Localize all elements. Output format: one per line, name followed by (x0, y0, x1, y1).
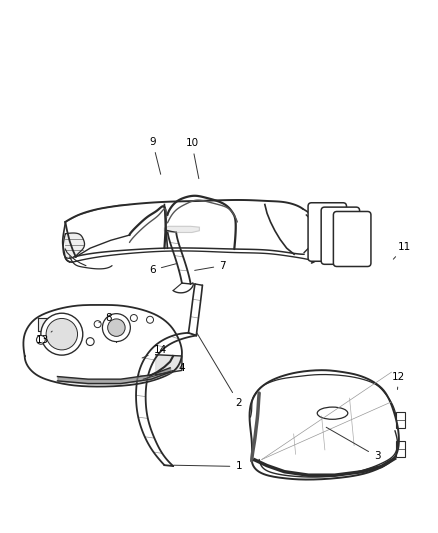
Text: 9: 9 (149, 137, 161, 174)
Circle shape (36, 335, 45, 344)
Circle shape (102, 313, 131, 342)
Text: 7: 7 (194, 261, 226, 271)
Bar (396, 413, 406, 428)
Polygon shape (38, 318, 60, 331)
Bar (396, 441, 406, 457)
Text: 4: 4 (143, 363, 185, 379)
Text: 14: 14 (142, 345, 167, 358)
Text: 11: 11 (393, 242, 411, 259)
Circle shape (46, 318, 78, 350)
Circle shape (94, 321, 101, 328)
Text: 2: 2 (196, 332, 242, 408)
Polygon shape (155, 354, 182, 375)
Ellipse shape (317, 407, 348, 419)
Circle shape (86, 338, 94, 345)
FancyBboxPatch shape (321, 207, 360, 264)
Circle shape (41, 313, 83, 355)
FancyBboxPatch shape (333, 212, 371, 266)
Text: 1: 1 (174, 462, 242, 472)
Text: 12: 12 (392, 372, 406, 390)
Circle shape (147, 316, 153, 323)
Text: 10: 10 (185, 139, 199, 179)
FancyBboxPatch shape (308, 203, 346, 261)
Polygon shape (164, 227, 199, 232)
Text: 8: 8 (99, 313, 112, 323)
Text: 6: 6 (149, 264, 176, 275)
Circle shape (108, 319, 125, 336)
Text: 3: 3 (326, 427, 380, 462)
Polygon shape (65, 234, 85, 257)
Text: 13: 13 (35, 331, 52, 345)
Circle shape (131, 314, 138, 321)
